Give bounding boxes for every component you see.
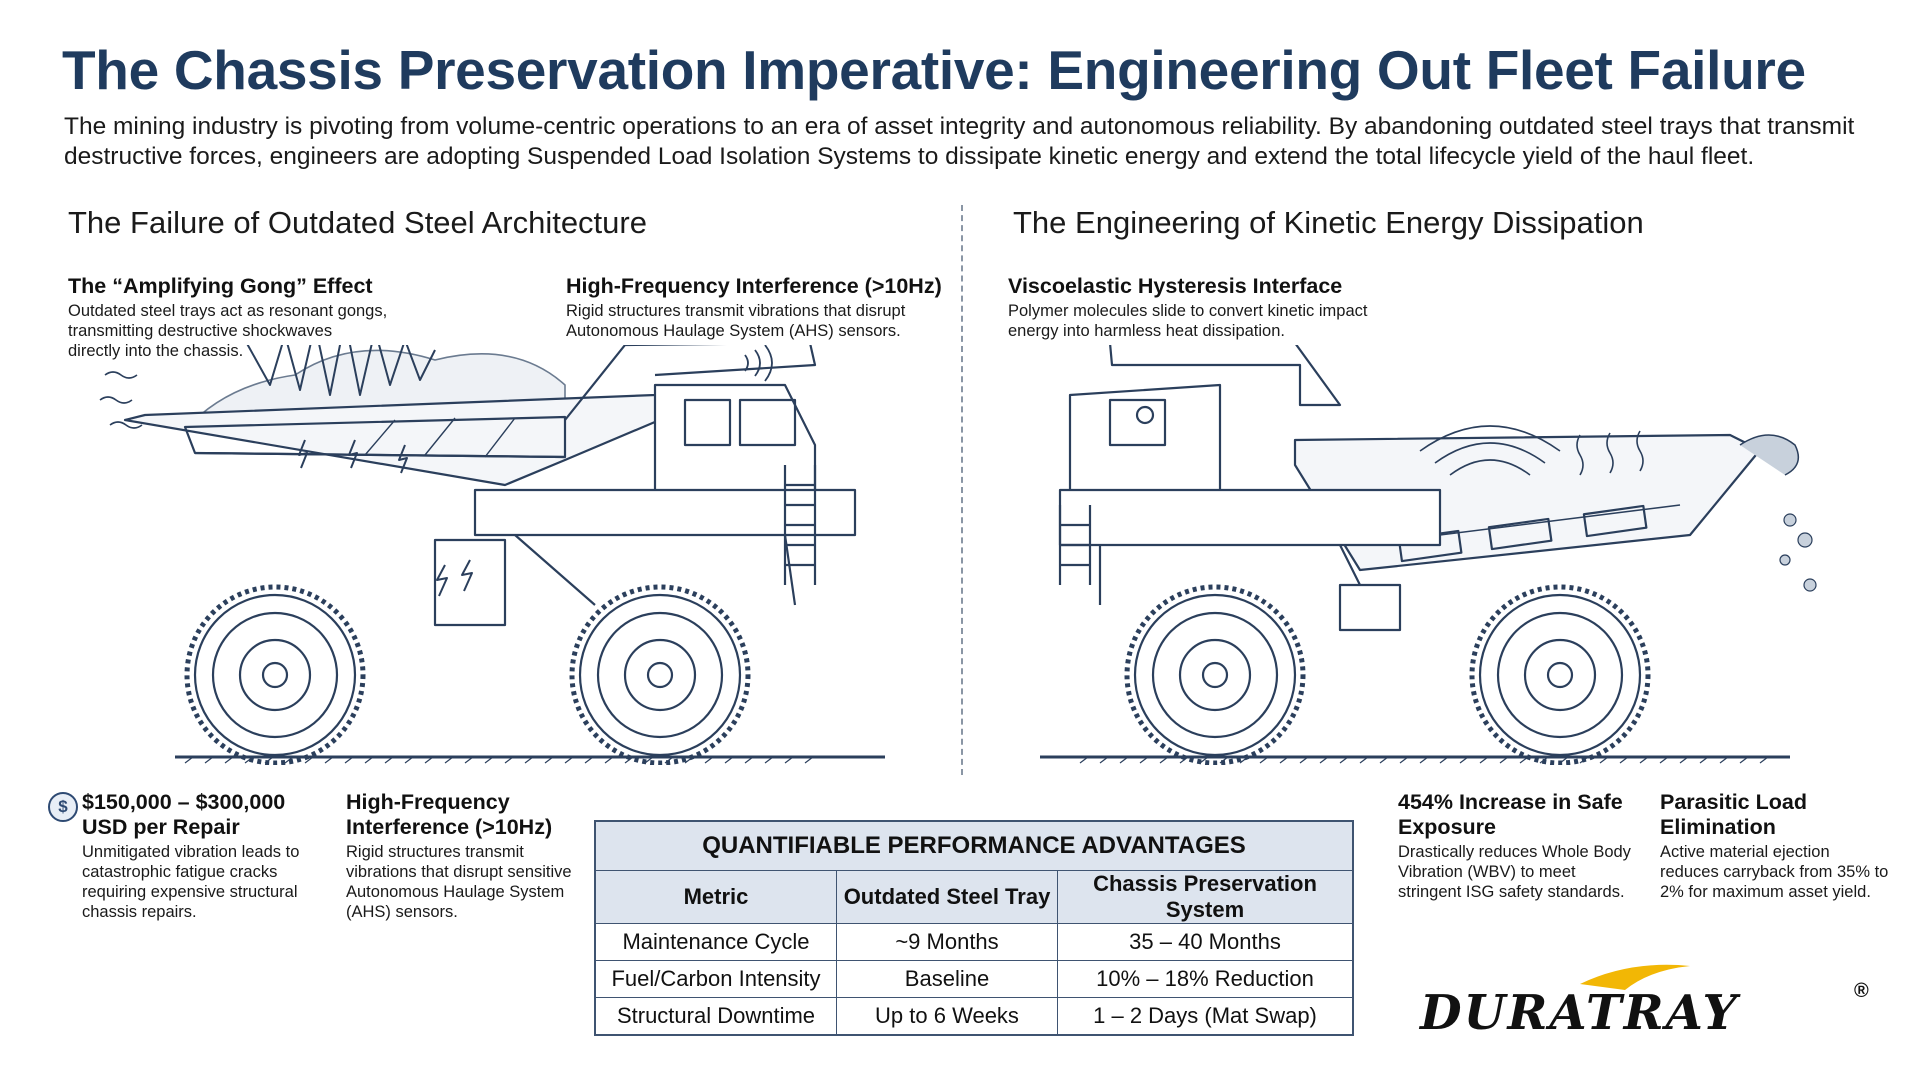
safety-callout: 454% Increase in Safe Exposure Drastical… [1398, 790, 1638, 902]
duratray-logo: DURATRAY [1420, 985, 1739, 1041]
table-row: Maintenance Cycle ~9 Months 35 – 40 Mont… [594, 923, 1354, 961]
left-section-title: The Failure of Outdated Steel Architectu… [68, 205, 647, 240]
table-cell: ~9 Months [836, 923, 1058, 961]
safety-body: Drastically reduces Whole Body Vibration… [1398, 843, 1631, 901]
callout-hf-body: Rigid structures transmit vibrations tha… [566, 302, 906, 340]
table-row: Fuel/Carbon Intensity Baseline 10% – 18%… [594, 960, 1354, 998]
logo-swoosh-icon [1580, 964, 1690, 990]
callout-gong-title: The “Amplifying Gong” Effect [68, 274, 373, 298]
table-caption: QUANTIFIABLE PERFORMANCE ADVANTAGES [594, 820, 1354, 871]
table-header: Chassis Preservation System [1057, 870, 1354, 924]
table-cell: Structural Downtime [594, 997, 837, 1036]
chassis-preservation-system-truck-illustration [1040, 345, 1817, 765]
cost-body: Unmitigated vibration leads to catastrop… [82, 843, 300, 921]
callout-visco: Viscoelastic Hysteresis Interface Polyme… [1008, 274, 1378, 341]
table-header: Metric [594, 870, 837, 924]
performance-table: QUANTIFIABLE PERFORMANCE ADVANTAGES Metr… [594, 820, 1354, 1036]
table-cell: Baseline [836, 960, 1058, 998]
table-row: Structural Downtime Up to 6 Weeks 1 – 2 … [594, 997, 1354, 1036]
callout-gong-body: Outdated steel trays act as resonant gon… [68, 302, 388, 360]
parasitic-body: Active material ejection reduces carryba… [1660, 843, 1889, 901]
callout-hf: High-Frequency Interference (>10Hz) Rigi… [566, 274, 946, 341]
section-divider [961, 205, 963, 775]
cost-title: $150,000 – $300,000 USD per Repair [82, 790, 286, 839]
cost-callout: $150,000 – $300,000 USD per Repair Unmit… [82, 790, 322, 922]
parasitic-title: Parasitic Load Elimination [1660, 790, 1807, 839]
table-cell: Fuel/Carbon Intensity [594, 960, 837, 998]
hf-bottom-body: Rigid structures transmit vibrations tha… [346, 843, 572, 921]
safety-title: 454% Increase in Safe Exposure [1398, 790, 1623, 839]
outdated-steel-tray-truck-illustration [99, 345, 885, 765]
hf-bottom-title: High-Frequency Interference (>10Hz) [346, 790, 553, 839]
callout-visco-title: Viscoelastic Hysteresis Interface [1008, 274, 1343, 298]
right-section-title: The Engineering of Kinetic Energy Dissip… [1013, 205, 1644, 240]
table-cell: 1 – 2 Days (Mat Swap) [1057, 997, 1354, 1036]
dollar-icon: $ [48, 792, 78, 822]
table-header: Outdated Steel Tray [836, 870, 1058, 924]
table-cell: 10% – 18% Reduction [1057, 960, 1354, 998]
callout-visco-body: Polymer molecules slide to convert kinet… [1008, 302, 1368, 340]
intro-paragraph: The mining industry is pivoting from vol… [64, 113, 1855, 170]
hf-bottom-callout: High-Frequency Interference (>10Hz) Rigi… [346, 790, 586, 922]
parasitic-callout: Parasitic Load Elimination Active materi… [1660, 790, 1890, 902]
page-title: The Chassis Preservation Imperative: Eng… [62, 39, 1806, 101]
table-cell: 35 – 40 Months [1057, 923, 1354, 961]
registered-mark: ® [1854, 980, 1869, 1002]
table-cell: Up to 6 Weeks [836, 997, 1058, 1036]
callout-gong: The “Amplifying Gong” Effect Outdated st… [68, 274, 388, 361]
callout-hf-title: High-Frequency Interference (>10Hz) [566, 274, 942, 298]
table-cell: Maintenance Cycle [594, 923, 837, 961]
